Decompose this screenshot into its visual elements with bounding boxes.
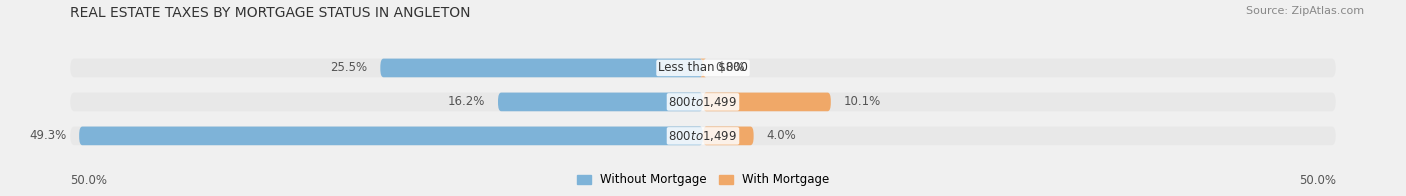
FancyBboxPatch shape [70,59,1336,77]
Text: 0.0%: 0.0% [716,62,745,74]
Text: Less than $800: Less than $800 [658,62,748,74]
Text: REAL ESTATE TAXES BY MORTGAGE STATUS IN ANGLETON: REAL ESTATE TAXES BY MORTGAGE STATUS IN … [70,6,471,20]
Text: Source: ZipAtlas.com: Source: ZipAtlas.com [1246,6,1364,16]
FancyBboxPatch shape [498,93,703,111]
FancyBboxPatch shape [703,93,831,111]
FancyBboxPatch shape [70,127,1336,145]
Text: 25.5%: 25.5% [330,62,368,74]
Text: $800 to $1,499: $800 to $1,499 [668,95,738,109]
Text: 10.1%: 10.1% [844,95,880,108]
FancyBboxPatch shape [79,127,703,145]
Legend: Without Mortgage, With Mortgage: Without Mortgage, With Mortgage [576,173,830,186]
FancyBboxPatch shape [703,127,754,145]
FancyBboxPatch shape [70,93,1336,111]
Text: 49.3%: 49.3% [30,129,66,142]
FancyBboxPatch shape [700,59,706,77]
FancyBboxPatch shape [380,59,703,77]
Text: 4.0%: 4.0% [766,129,796,142]
Text: $800 to $1,499: $800 to $1,499 [668,129,738,143]
Text: 50.0%: 50.0% [1299,174,1336,187]
Text: 16.2%: 16.2% [449,95,485,108]
Text: 50.0%: 50.0% [70,174,107,187]
